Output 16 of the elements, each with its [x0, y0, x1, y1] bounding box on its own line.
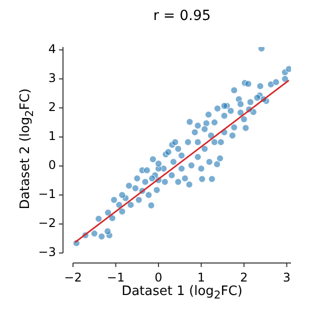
y-tick-label: 3: [48, 71, 56, 86]
y-tick-label: −3: [38, 245, 56, 260]
chart-title: r = 0.95: [152, 8, 212, 24]
x-tick-label: 3: [282, 270, 291, 284]
y-tick-label: −1: [38, 187, 56, 202]
x-axis-title: Dataset 1 (log$_{2}$FC): [120, 284, 244, 302]
y-tick-label: −2: [38, 216, 56, 230]
x-tick-label: 0: [154, 270, 162, 284]
x-tick-label: −2: [64, 270, 82, 284]
x-tick-label: 1: [197, 270, 206, 284]
y-tick-label: 1: [48, 129, 56, 144]
y-tick-label: 0: [48, 158, 56, 172]
x-tick-label: −1: [106, 270, 125, 284]
y-tick-label: 4: [48, 42, 56, 56]
y-tick-label: 2: [48, 100, 56, 114]
x-tick-label: 2: [240, 270, 248, 284]
